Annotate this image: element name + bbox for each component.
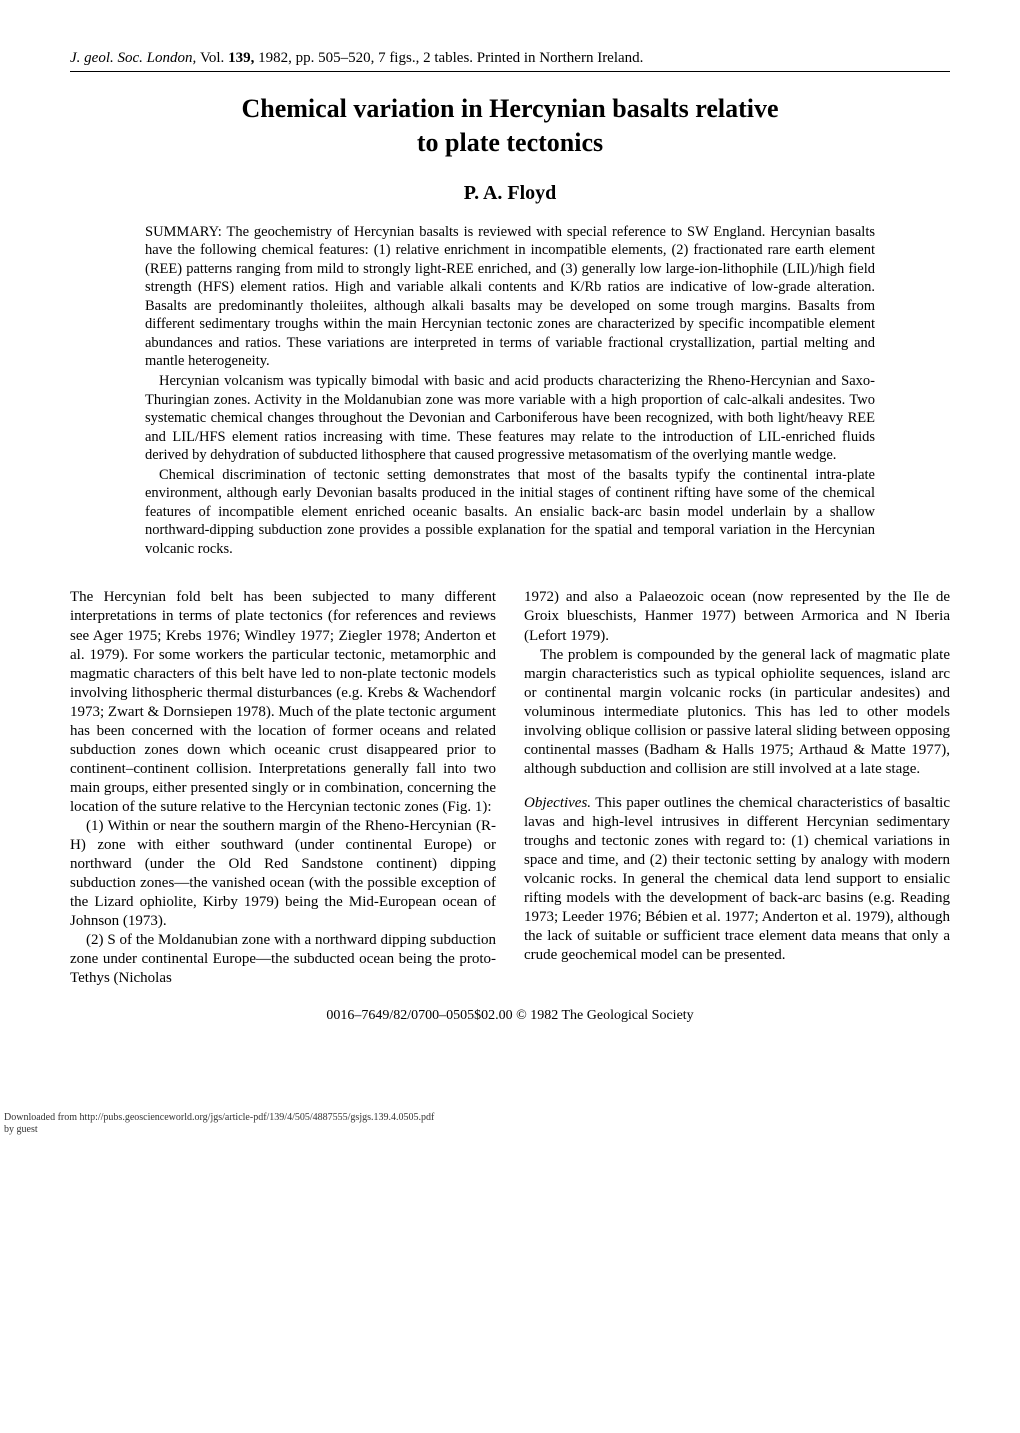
summary-p1: SUMMARY: The geochemistry of Hercynian b… [145, 223, 875, 371]
right-p1: 1972) and also a Palaeozoic ocean (now r… [524, 588, 950, 645]
summary-p3: Chemical discrimination of tectonic sett… [145, 466, 875, 559]
left-p3: (2) S of the Moldanubian zone with a nor… [70, 931, 496, 988]
right-column: 1972) and also a Palaeozoic ocean (now r… [524, 588, 950, 988]
title-line-2: to plate tectonics [417, 128, 603, 157]
footer-line-2: by guest [4, 1124, 38, 1135]
download-footer: Downloaded from http://pubs.geosciencewo… [0, 1112, 1020, 1136]
journal-name: J. geol. Soc. London, [70, 50, 196, 66]
journal-header: J. geol. Soc. London, Vol. 139, 1982, pp… [70, 50, 950, 72]
right-p3-text: This paper outlines the chemical charact… [524, 795, 950, 963]
body-columns: The Hercynian fold belt has been subject… [70, 588, 950, 988]
summary-p2: Hercynian volcanism was typically bimoda… [145, 372, 875, 465]
header-rest: 1982, pp. 505–520, 7 figs., 2 tables. Pr… [254, 50, 643, 66]
summary-p1-text: The geochemistry of Hercynian basalts is… [145, 224, 875, 370]
objectives-label: Objectives. [524, 795, 591, 811]
summary-block: SUMMARY: The geochemistry of Hercynian b… [145, 223, 875, 559]
article-title: Chemical variation in Hercynian basalts … [70, 92, 950, 160]
right-p3: Objectives. This paper outlines the chem… [524, 794, 950, 965]
author: P. A. Floyd [70, 182, 950, 205]
vol-label: Vol. [200, 50, 224, 66]
summary-label: SUMMARY: [145, 224, 222, 240]
footer-line-1: Downloaded from http://pubs.geosciencewo… [4, 1112, 434, 1123]
left-p2: (1) Within or near the southern margin o… [70, 817, 496, 931]
left-column: The Hercynian fold belt has been subject… [70, 588, 496, 988]
vol-number: 139, [228, 50, 254, 66]
right-p2: The problem is compounded by the general… [524, 646, 950, 779]
left-p1: The Hercynian fold belt has been subject… [70, 588, 496, 817]
page: J. geol. Soc. London, Vol. 139, 1982, pp… [0, 0, 1020, 1064]
title-line-1: Chemical variation in Hercynian basalts … [241, 94, 778, 123]
copyright-line: 0016–7649/82/0700–0505$02.00 © 1982 The … [70, 1008, 950, 1024]
